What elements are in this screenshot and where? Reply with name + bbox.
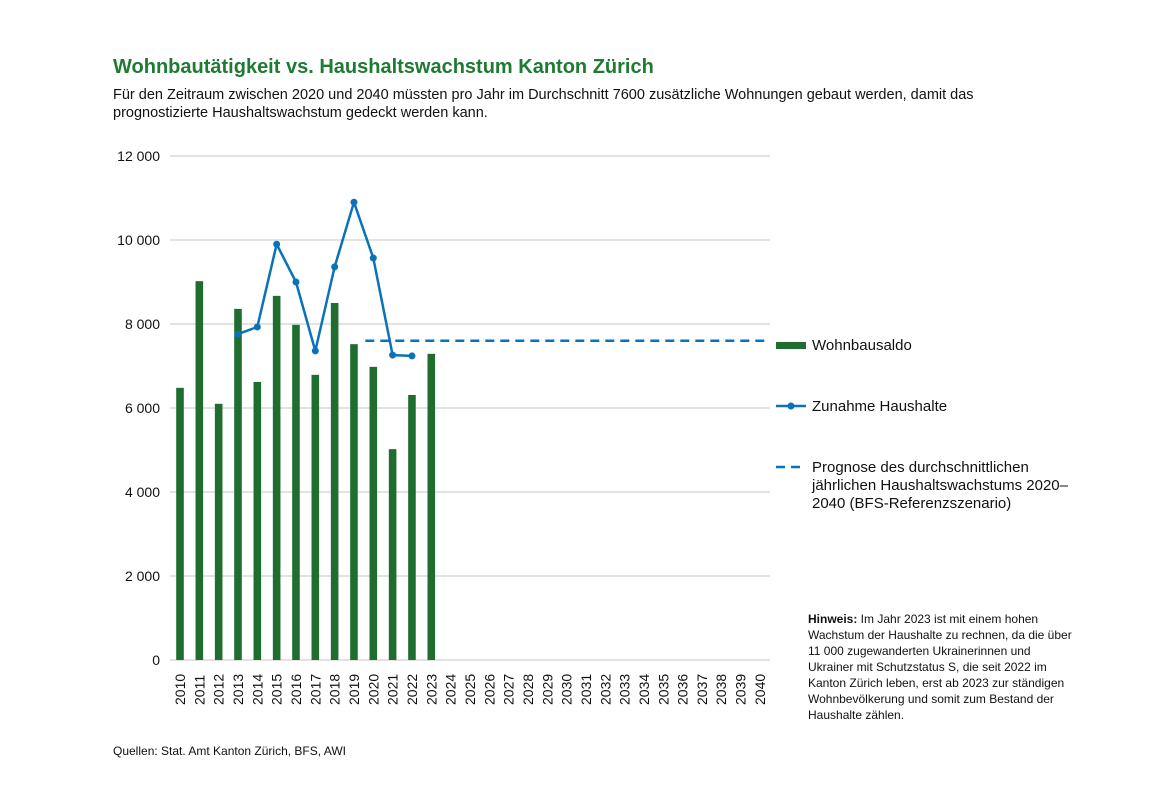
x-tick-label: 2037 <box>694 674 710 705</box>
bar-2020 <box>369 366 378 660</box>
bar-2019 <box>350 344 358 660</box>
x-tick-label: 2034 <box>636 674 652 705</box>
x-tick-label: 2030 <box>559 674 575 705</box>
source-text: Quellen: Stat. Amt Kanton Zürich, BFS, A… <box>113 744 346 758</box>
legend-label-forecast: Prognose des durchschnittlichen jährlich… <box>812 459 1068 512</box>
line-point-2019 <box>350 198 358 206</box>
household-growth-line <box>237 200 413 358</box>
x-tick-label: 2019 <box>346 674 362 705</box>
y-tick-label: 4 000 <box>125 484 160 500</box>
x-tick-label: 2028 <box>520 674 536 705</box>
legend-label-line: Zunahme Haushalte <box>812 398 948 415</box>
x-tick-label: 2017 <box>307 674 323 705</box>
line-point-2013 <box>234 330 242 338</box>
x-tick-label: 2013 <box>230 674 246 705</box>
chart-subtitle: Für den Zeitraum zwischen 2020 und 2040 … <box>113 87 974 121</box>
note-text: Hinweis: Im Jahr 2023 ist mit einem hohe… <box>808 611 1078 723</box>
x-tick-label: 2026 <box>481 674 497 705</box>
x-tick-label: 2015 <box>269 674 285 705</box>
legend-bar-swatch <box>776 342 806 349</box>
line-point-2014 <box>253 323 261 331</box>
bar-2023 <box>427 353 436 660</box>
bar-2014 <box>253 381 262 660</box>
y-tick-label: 2 000 <box>125 568 160 584</box>
bar-2012 <box>214 403 223 660</box>
legend-line-marker <box>787 402 795 410</box>
bar-2017 <box>311 374 320 660</box>
bar-2022 <box>408 394 416 660</box>
x-tick-label: 2032 <box>597 674 613 705</box>
x-tick-label: 2036 <box>675 674 691 705</box>
line-point-2021 <box>389 351 397 359</box>
x-tick-label: 2029 <box>539 674 555 705</box>
x-tick-label: 2023 <box>423 674 439 705</box>
line-point-2022 <box>408 352 416 360</box>
x-tick-label: 2010 <box>172 674 188 705</box>
bar-2021 <box>388 449 397 660</box>
bar-2010 <box>176 387 184 660</box>
x-tick-label: 2040 <box>752 674 768 705</box>
y-tick-label: 6 000 <box>125 400 160 416</box>
bar-2013 <box>234 308 242 660</box>
note-body: Im Jahr 2023 ist mit einem hohen Wachstu… <box>808 612 1072 722</box>
chart-title: Wohnbautätigkeit vs. Haushaltswachstum K… <box>113 56 654 78</box>
x-tick-label: 2012 <box>211 674 227 705</box>
x-tick-label: 2021 <box>385 674 401 705</box>
x-tick-label: 2031 <box>578 674 594 705</box>
x-tick-label: 2018 <box>327 674 343 705</box>
x-tick-label: 2016 <box>288 674 304 705</box>
bar-2015 <box>272 295 281 660</box>
line-point-2017 <box>311 347 319 355</box>
x-tick-label: 2039 <box>733 674 749 705</box>
x-tick-label: 2025 <box>462 674 478 705</box>
legend-label-bars: Wohnbausaldo <box>812 337 912 354</box>
y-tick-label: 10 000 <box>117 232 160 248</box>
y-tick-label: 8 000 <box>125 316 160 332</box>
y-tick-label: 0 <box>152 652 160 668</box>
line-point-2018 <box>331 263 339 271</box>
x-tick-label: 2033 <box>617 674 633 705</box>
y-tick-label: 12 000 <box>117 148 160 164</box>
bar-2018 <box>330 303 339 660</box>
line-point-2016 <box>292 278 300 286</box>
x-tick-label: 2024 <box>443 674 459 705</box>
bar-2011 <box>195 281 204 660</box>
x-tick-label: 2027 <box>501 674 517 705</box>
line-point-2020 <box>369 254 377 262</box>
x-tick-label: 2014 <box>249 674 265 705</box>
note-label: Hinweis: <box>808 612 858 626</box>
line-point-2015 <box>273 240 281 248</box>
x-tick-label: 2035 <box>655 674 671 705</box>
bar-2016 <box>292 324 300 660</box>
x-tick-label: 2011 <box>191 675 207 705</box>
x-tick-label: 2038 <box>713 674 729 705</box>
x-tick-label: 2022 <box>404 674 420 705</box>
x-tick-label: 2020 <box>365 674 381 705</box>
